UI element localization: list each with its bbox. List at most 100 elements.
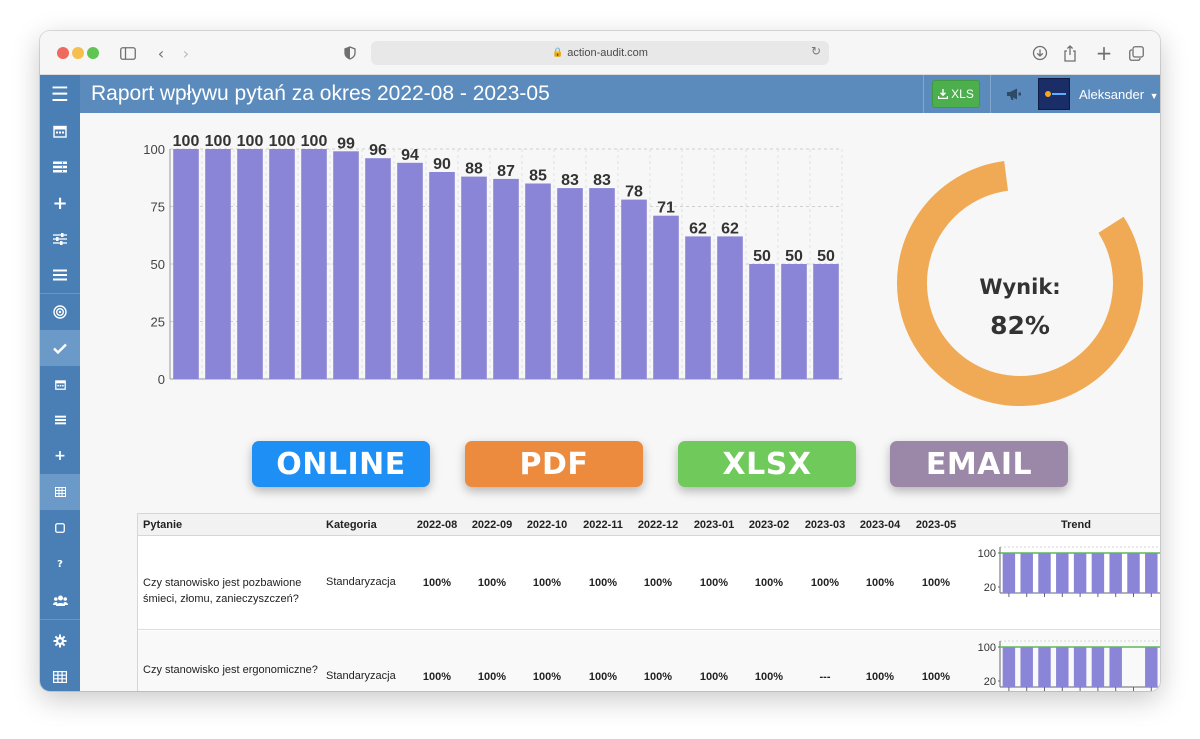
- score-value: 82%: [990, 311, 1050, 340]
- trend-bar: [1127, 553, 1140, 593]
- hamburger-menu-icon[interactable]: ☰: [40, 75, 80, 113]
- month-value: ---: [819, 671, 831, 683]
- trend-bar: [1056, 553, 1069, 593]
- month-value: 100%: [921, 671, 951, 683]
- header-question: Pytanie: [143, 519, 183, 531]
- app-header: ☰ Raport wpływu pytań za okres 2022-08 -…: [40, 75, 1160, 113]
- xls-export-button[interactable]: XLS: [932, 80, 980, 108]
- month-value: 100%: [865, 671, 895, 683]
- bar: [525, 183, 551, 379]
- month-value: 100%: [865, 577, 895, 589]
- address-bar[interactable]: 🔒 action-audit.com ↻: [371, 41, 829, 65]
- header-trend: Trend: [1061, 519, 1091, 531]
- share-icon[interactable]: [1058, 41, 1082, 65]
- menu-icon[interactable]: [40, 257, 80, 293]
- trend-bar: [1020, 647, 1033, 687]
- table-row: Czy stanowisko jest ergonomiczne? Standa…: [138, 631, 1160, 691]
- target-icon[interactable]: [40, 294, 80, 330]
- calendar-small-icon[interactable]: [40, 366, 80, 402]
- xls-button-label: XLS: [951, 87, 974, 101]
- trend-bar: [1038, 553, 1051, 593]
- bar: [397, 162, 423, 379]
- month-value: 100%: [532, 577, 562, 589]
- sidebar-toggle-icon[interactable]: [116, 41, 140, 65]
- bar: [205, 149, 231, 379]
- sidebar: + + ?: [40, 113, 80, 691]
- plus-icon[interactable]: +: [52, 192, 68, 214]
- table-icon[interactable]: [40, 474, 80, 510]
- y-tick-label: 100: [143, 142, 165, 157]
- month-value: 100%: [643, 671, 673, 683]
- month-value: 100%: [588, 577, 618, 589]
- bar: [493, 178, 519, 379]
- bar-value-label: 96: [369, 142, 387, 159]
- month-value: 100%: [477, 671, 507, 683]
- y-tick-label: 25: [151, 315, 165, 330]
- bar: [365, 158, 391, 379]
- y-tick-label: 0: [158, 372, 165, 387]
- category-text: Standaryzacja: [326, 670, 396, 682]
- reload-icon[interactable]: ↻: [810, 44, 821, 58]
- calendar-icon[interactable]: [40, 113, 80, 149]
- close-window-button[interactable]: [57, 47, 69, 59]
- user-name: Aleksander: [1079, 87, 1145, 102]
- bar: [781, 264, 807, 379]
- trend-bar: [1109, 553, 1122, 593]
- avatar[interactable]: [1038, 78, 1070, 110]
- bar: [749, 264, 775, 379]
- sliders-icon[interactable]: [40, 221, 80, 257]
- header-month: 2023-05: [915, 519, 957, 531]
- zoom-window-button[interactable]: [87, 47, 99, 59]
- month-value: 100%: [422, 577, 452, 589]
- bar: [717, 236, 743, 379]
- header-month: 2022-09: [471, 519, 513, 531]
- trend-sparkline: 100 20: [970, 633, 1160, 691]
- export-xlsx-button[interactable]: XLSX: [678, 441, 856, 487]
- user-menu[interactable]: Aleksander ▼: [1079, 87, 1159, 102]
- header-month: 2022-10: [526, 519, 568, 531]
- new-tab-icon[interactable]: +: [1095, 41, 1113, 65]
- trend-bar: [1091, 553, 1105, 593]
- gear-icon[interactable]: [40, 623, 80, 659]
- downloads-icon[interactable]: [1028, 41, 1052, 65]
- bar-chart: 0 25 50 75 100 100 100 100 100 100 99 96 94 90 88 87 85 8…: [130, 113, 850, 413]
- bar: [621, 199, 647, 379]
- bar-value-label: 78: [625, 184, 643, 201]
- list-icon[interactable]: [40, 149, 80, 185]
- bar-value-label: 99: [337, 135, 355, 152]
- tab-overview-icon[interactable]: [1124, 41, 1148, 65]
- trend-bar: [1145, 553, 1158, 593]
- export-pdf-button[interactable]: PDF: [465, 441, 643, 487]
- bar-value-label: 50: [785, 248, 803, 265]
- users-icon[interactable]: [40, 582, 80, 618]
- bar-value-label: 50: [753, 248, 771, 265]
- month-value: 100%: [754, 577, 784, 589]
- grid-icon[interactable]: [40, 659, 80, 691]
- bar-value-label: 94: [401, 147, 419, 164]
- megaphone-icon[interactable]: [1002, 82, 1026, 106]
- url-text: action-audit.com: [567, 47, 648, 59]
- trend-bar: [1109, 647, 1122, 687]
- forward-icon[interactable]: ›: [182, 43, 190, 63]
- trend-bar: [1002, 553, 1016, 593]
- month-value: 100%: [754, 671, 784, 683]
- check-icon[interactable]: [40, 330, 80, 366]
- trend-bar: [1073, 647, 1087, 687]
- question-icon[interactable]: ?: [57, 558, 63, 570]
- back-icon[interactable]: ‹: [157, 43, 165, 63]
- trend-tick-label: 20: [984, 676, 996, 688]
- bar-value-label: 87: [497, 163, 515, 180]
- y-tick-label: 50: [151, 257, 165, 272]
- score-donut-chart: Wynik: 82%: [890, 153, 1150, 413]
- export-email-button[interactable]: EMAIL: [890, 441, 1068, 487]
- lock-icon: 🔒: [552, 48, 564, 58]
- list-small-icon[interactable]: [40, 402, 80, 438]
- square-icon[interactable]: [40, 510, 80, 546]
- y-tick-label: 75: [151, 200, 165, 215]
- privacy-shield-icon[interactable]: [338, 41, 362, 65]
- trend-tick-label: 20: [984, 582, 996, 594]
- question-text: Czy stanowisko jest pozbawione śmieci, z…: [143, 577, 302, 605]
- export-online-button[interactable]: ONLINE: [252, 441, 430, 487]
- plus-small-icon[interactable]: +: [54, 448, 66, 464]
- minimize-window-button[interactable]: [72, 47, 84, 59]
